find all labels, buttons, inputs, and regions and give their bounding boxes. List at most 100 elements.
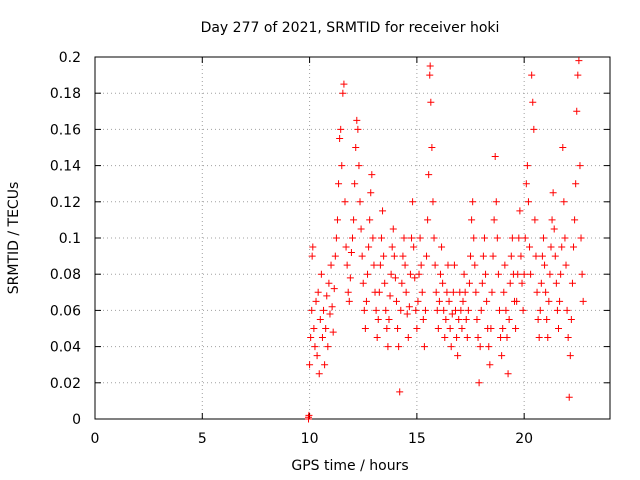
data-point xyxy=(436,270,444,278)
data-point xyxy=(521,234,529,242)
data-point xyxy=(503,334,511,342)
data-point xyxy=(423,252,431,260)
data-point xyxy=(438,243,446,251)
data-point xyxy=(344,288,352,296)
x-axis-label: GPS time / hours xyxy=(291,458,408,474)
data-point xyxy=(439,279,447,287)
data-point xyxy=(448,310,456,318)
data-point xyxy=(567,315,575,323)
data-point xyxy=(367,189,375,197)
x-tick-label: 10 xyxy=(301,431,319,447)
data-point xyxy=(571,216,579,224)
data-point xyxy=(361,325,369,332)
data-point xyxy=(561,234,569,242)
data-point xyxy=(415,270,423,278)
data-point xyxy=(364,270,372,278)
data-point xyxy=(433,306,441,314)
data-point xyxy=(500,288,508,296)
data-point xyxy=(523,162,531,170)
data-point xyxy=(501,261,509,269)
data-point xyxy=(550,225,558,233)
data-point xyxy=(379,207,387,215)
data-point xyxy=(519,306,527,314)
data-point xyxy=(513,297,521,305)
data-point xyxy=(322,325,330,332)
data-point xyxy=(517,252,525,260)
data-point xyxy=(488,288,496,296)
data-point xyxy=(357,225,365,233)
y-tick-label: 0.12 xyxy=(50,195,81,211)
data-point xyxy=(308,252,316,260)
data-point xyxy=(547,243,555,251)
data-point xyxy=(489,252,497,260)
data-point xyxy=(442,315,450,323)
data-point xyxy=(398,279,406,287)
data-point xyxy=(427,98,435,106)
data-point xyxy=(328,303,336,311)
data-point xyxy=(366,216,374,224)
data-point xyxy=(445,297,453,305)
data-point xyxy=(440,306,448,314)
y-tick-label: 0.02 xyxy=(50,376,81,392)
data-point xyxy=(435,297,443,305)
data-point xyxy=(468,216,476,224)
data-point xyxy=(479,252,487,260)
data-point xyxy=(315,370,323,378)
data-point xyxy=(459,297,467,305)
data-point xyxy=(419,315,427,323)
data-point xyxy=(533,288,541,296)
data-point xyxy=(548,216,556,224)
data-point xyxy=(409,198,417,206)
data-point xyxy=(528,71,536,79)
data-point xyxy=(359,279,367,287)
data-point xyxy=(306,361,314,369)
data-point xyxy=(520,270,528,278)
data-point xyxy=(307,334,315,342)
y-tick-label: 0.2 xyxy=(59,50,81,66)
data-point xyxy=(487,325,495,332)
data-point xyxy=(577,234,585,242)
data-point xyxy=(476,343,484,351)
data-point xyxy=(446,325,454,332)
y-axis: 0 0.02 0.04 0.06 0.08 0.1 0.12 0.14 0.16 0.18 0.2 xyxy=(50,50,610,428)
data-point xyxy=(434,325,442,332)
data-point xyxy=(473,315,481,323)
data-point xyxy=(557,270,565,278)
data-point xyxy=(314,288,322,296)
data-point xyxy=(391,274,399,282)
data-point xyxy=(431,261,439,269)
data-point xyxy=(570,243,578,251)
data-point xyxy=(477,306,485,314)
data-point xyxy=(326,310,334,318)
data-point xyxy=(470,234,478,242)
data-point xyxy=(458,325,466,332)
data-point xyxy=(495,306,503,314)
data-point xyxy=(396,388,404,396)
data-point xyxy=(429,198,437,206)
data-point xyxy=(512,325,520,332)
data-point xyxy=(370,261,378,269)
data-point xyxy=(394,325,402,332)
data-point xyxy=(337,125,345,133)
data-point xyxy=(377,234,385,242)
data-point xyxy=(339,89,347,97)
data-point xyxy=(335,180,343,188)
data-point xyxy=(333,216,341,224)
data-point xyxy=(369,234,377,242)
data-point xyxy=(327,261,335,269)
x-tick-label: 20 xyxy=(515,431,533,447)
data-point xyxy=(372,306,380,314)
data-point xyxy=(362,297,370,305)
data-point xyxy=(551,252,559,260)
data-point xyxy=(365,243,373,251)
data-point xyxy=(542,288,550,296)
data-point xyxy=(401,261,409,269)
data-point xyxy=(507,252,515,260)
y-tick-label: 0.1 xyxy=(59,231,81,247)
data-point xyxy=(449,288,457,296)
data-point xyxy=(490,216,498,224)
data-point xyxy=(324,343,332,351)
data-point xyxy=(536,306,544,314)
x-tick-label: 15 xyxy=(408,431,426,447)
